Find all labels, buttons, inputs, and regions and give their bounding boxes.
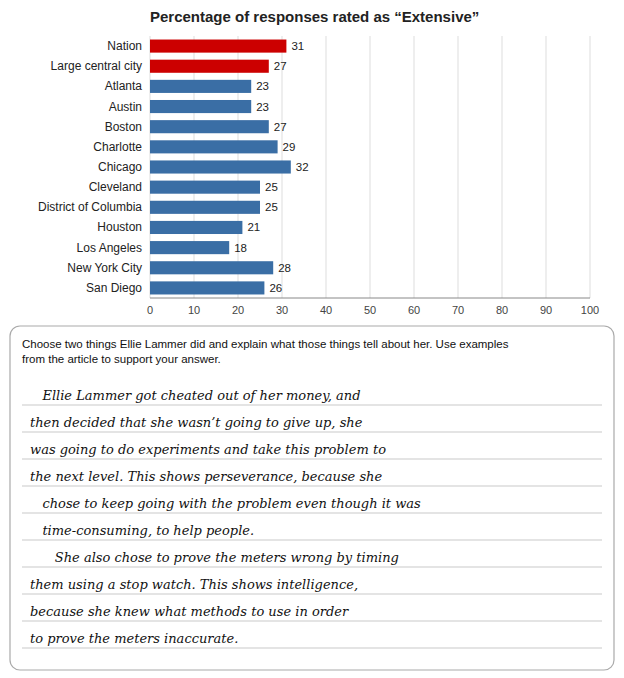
- category-label: Cleveland: [89, 180, 142, 194]
- handwriting-line: them using a stop watch. This shows inte…: [30, 577, 358, 592]
- category-label: District of Columbia: [38, 200, 142, 214]
- category-label: San Diego: [86, 281, 142, 295]
- data-label: 32: [296, 161, 309, 173]
- category-label: Chicago: [98, 160, 142, 174]
- data-label: 29: [283, 141, 296, 153]
- data-label: 21: [247, 221, 260, 233]
- bar: [150, 201, 260, 214]
- data-label: 28: [278, 262, 291, 274]
- response-box: [10, 326, 614, 670]
- handwriting-line: the next level. This shows perseverance,…: [30, 469, 382, 484]
- tick-label: 60: [408, 304, 420, 316]
- bar: [150, 80, 251, 93]
- title: Percentage of responses rated as “Extens…: [150, 8, 479, 25]
- tick-label: 80: [496, 304, 508, 316]
- ruled-line: [22, 513, 602, 514]
- bar: [150, 241, 229, 254]
- ruled-line: [22, 594, 602, 595]
- data-label: 31: [291, 40, 304, 52]
- bar: [150, 281, 264, 294]
- ruled-line: [22, 405, 602, 406]
- category-label: Atlanta: [105, 79, 143, 93]
- data-label: 25: [265, 201, 278, 213]
- data-label: 27: [274, 60, 287, 72]
- tick-label: 0: [147, 304, 153, 316]
- data-label: 23: [256, 80, 269, 92]
- labels: Nation 31 Large central city 27 Atlanta 23 Aus…: [38, 39, 309, 295]
- prompt-text: from the article to support your answer.: [22, 353, 221, 365]
- bar: [150, 120, 269, 133]
- tick-label: 100: [581, 304, 599, 316]
- handwriting-line: chose to keep going with the problem eve…: [30, 496, 421, 511]
- grid-line: [502, 36, 503, 298]
- ruled-line: [22, 621, 602, 622]
- grid: [150, 36, 590, 298]
- category-label: New York City: [67, 261, 142, 275]
- ruled-line: [22, 540, 602, 541]
- grid-line: [458, 36, 459, 298]
- grid-line: [370, 36, 371, 298]
- category-label: Nation: [107, 39, 142, 53]
- grid-line: [590, 36, 591, 298]
- bar: [150, 221, 242, 234]
- handwriting-line: was going to do experiments and take thi…: [30, 442, 386, 457]
- tick-label: 10: [188, 304, 200, 316]
- handwriting-line: because she knew what methods to use in …: [30, 604, 349, 619]
- data-label: 23: [256, 101, 269, 113]
- handwriting-line: then decided that she wasn’t going to gi…: [30, 415, 363, 430]
- chart: Percentage of responses rated as “Extens…: [0, 0, 624, 678]
- handwriting-line: to prove the meters inaccurate.: [30, 631, 238, 646]
- bar: [150, 261, 273, 274]
- category-label: Boston: [105, 120, 142, 134]
- tick-label: 90: [540, 304, 552, 316]
- category-label: Austin: [109, 100, 142, 114]
- ruled-line: [22, 648, 602, 649]
- bar: [150, 40, 286, 53]
- bar: [150, 100, 251, 113]
- category-label: Houston: [97, 220, 142, 234]
- tick-label: 70: [452, 304, 464, 316]
- bar: [150, 181, 260, 194]
- x-axis-line: [150, 298, 590, 299]
- bar: [150, 140, 278, 153]
- handwriting-line: She also chose to prove the meters wrong…: [30, 550, 399, 565]
- grid-line: [326, 36, 327, 298]
- bar: [150, 160, 291, 173]
- data-label: 27: [274, 121, 287, 133]
- ruled-line: [22, 459, 602, 460]
- prompt-text: Choose two things Ellie Lammer did and e…: [22, 338, 509, 350]
- tick-label: 20: [232, 304, 244, 316]
- category-label: Charlotte: [93, 140, 142, 154]
- data-label: 25: [265, 181, 278, 193]
- grid-line: [546, 36, 547, 298]
- tick-label: 40: [320, 304, 332, 316]
- grid-line: [414, 36, 415, 298]
- bars: [150, 40, 291, 295]
- ruled-line: [22, 486, 602, 487]
- category-label: Large central city: [51, 59, 142, 73]
- handwriting-line: Ellie Lammer got cheated out of her mone…: [30, 388, 361, 403]
- tick-label: 50: [364, 304, 376, 316]
- tick-label: 30: [276, 304, 288, 316]
- handwriting-line: time-consuming, to help people.: [30, 523, 254, 538]
- ruled-line: [22, 567, 602, 568]
- ruled-line: [22, 432, 602, 433]
- data-label: 26: [269, 282, 282, 294]
- category-label: Los Angeles: [77, 241, 142, 255]
- data-label: 18: [234, 242, 247, 254]
- bar: [150, 60, 269, 73]
